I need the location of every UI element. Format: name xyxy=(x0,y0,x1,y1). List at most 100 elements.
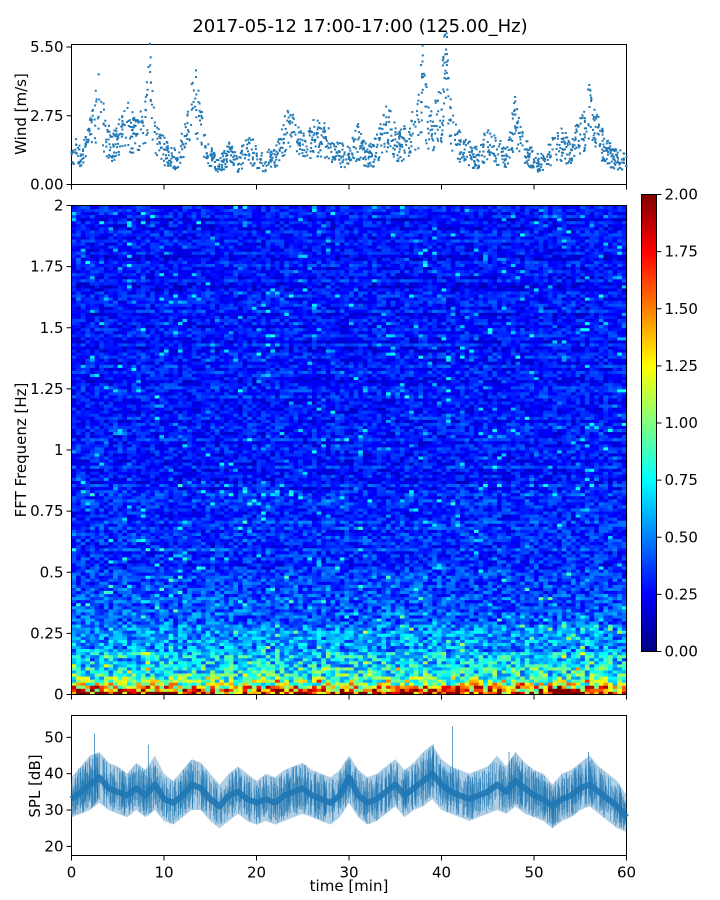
heatmap-cell xyxy=(136,660,142,665)
heatmap-cell xyxy=(515,645,521,650)
heatmap-cell xyxy=(265,611,271,616)
heatmap-cell xyxy=(321,608,327,613)
heatmap-cell xyxy=(173,660,179,665)
heatmap-cell xyxy=(233,645,239,650)
heatmap-cell xyxy=(492,666,498,671)
wind-point xyxy=(223,168,226,171)
heatmap-cell xyxy=(205,654,211,659)
heatmap-cell xyxy=(612,660,618,665)
wind-point xyxy=(393,148,396,151)
heatmap-cell xyxy=(450,673,456,677)
heatmap-cell xyxy=(617,621,623,625)
heatmap-cell xyxy=(80,670,86,674)
wind-point xyxy=(494,139,497,142)
heatmap-cell xyxy=(492,691,498,695)
heatmap-cell xyxy=(76,615,82,619)
heatmap-cell xyxy=(353,627,359,631)
wind-point xyxy=(613,162,616,165)
wind-point xyxy=(94,141,97,144)
heatmap-cell xyxy=(103,657,110,662)
heatmap-cell xyxy=(349,624,355,628)
wind-point xyxy=(310,146,313,149)
heatmap-cell xyxy=(224,666,230,671)
heatmap-cell xyxy=(580,611,586,616)
heatmap-cell xyxy=(164,608,170,613)
heatmap-cell xyxy=(275,673,281,677)
wind-point xyxy=(482,143,485,146)
heatmap-cell xyxy=(187,642,193,646)
wind-point xyxy=(399,135,402,138)
heatmap-cell xyxy=(566,648,572,653)
heatmap-cell xyxy=(113,627,119,631)
heatmap-cell xyxy=(557,636,563,640)
heatmap-cell xyxy=(455,666,461,671)
heatmap-cell xyxy=(515,630,521,634)
heatmap-cell xyxy=(261,654,267,659)
wind-point xyxy=(372,160,375,163)
heatmap-cell xyxy=(150,621,156,625)
heatmap-cell xyxy=(196,611,202,616)
heatmap-cell xyxy=(182,621,188,625)
wind-point xyxy=(363,140,366,143)
heatmap-cell xyxy=(293,611,299,616)
heatmap-cell xyxy=(224,676,230,680)
heatmap-cell xyxy=(575,624,581,628)
heatmap-cell xyxy=(256,630,262,634)
heatmap-cell xyxy=(261,648,267,653)
heatmap-cell xyxy=(90,630,96,634)
heatmap-cell xyxy=(543,666,549,671)
heatmap-cell xyxy=(219,682,225,686)
wind-point xyxy=(394,131,397,134)
heatmap-cell xyxy=(464,615,470,619)
wind-point xyxy=(590,96,593,99)
wind-point xyxy=(421,44,424,47)
wind-point xyxy=(414,120,417,123)
heatmap-cell xyxy=(362,639,369,643)
heatmap-cell xyxy=(497,657,503,662)
heatmap-cell xyxy=(399,682,406,686)
heatmap-cell xyxy=(113,618,119,622)
wind-point xyxy=(398,150,401,153)
wind-point xyxy=(511,139,514,142)
wind-point xyxy=(515,121,518,124)
heatmap-cell xyxy=(71,611,77,616)
heatmap-cell xyxy=(321,654,327,659)
heatmap-cell xyxy=(279,654,285,659)
heatmap-cell xyxy=(224,654,230,659)
heatmap-cell xyxy=(598,673,604,677)
heatmap-cell xyxy=(464,639,470,643)
heatmap-cell xyxy=(404,682,410,686)
wind-point xyxy=(146,132,149,135)
heatmap-cell xyxy=(228,651,234,656)
wind-point xyxy=(230,154,233,157)
heatmap-cell xyxy=(423,688,429,692)
heatmap-cell xyxy=(427,618,433,622)
heatmap-cell xyxy=(103,633,110,637)
heatmap-cell xyxy=(547,663,554,668)
heatmap-cell xyxy=(589,657,595,662)
heatmap-cell xyxy=(71,624,77,628)
heatmap-cell xyxy=(450,639,456,643)
heatmap-cell xyxy=(469,663,475,668)
heatmap-cell xyxy=(302,666,308,671)
wind-point xyxy=(571,138,574,141)
heatmap-cell xyxy=(580,682,586,686)
heatmap-cell xyxy=(450,633,456,637)
heatmap-cell xyxy=(409,666,415,671)
wind-point xyxy=(569,143,572,146)
heatmap-cell xyxy=(349,639,355,643)
heatmap-cell xyxy=(608,657,614,662)
heatmap-cell xyxy=(552,642,558,646)
wind-point xyxy=(182,156,185,159)
wind-point xyxy=(276,153,279,156)
heatmap-cell xyxy=(256,642,262,646)
heatmap-cell xyxy=(349,651,355,656)
heatmap-cell xyxy=(571,682,577,686)
wind-point xyxy=(602,157,605,160)
heatmap-cell xyxy=(154,633,160,637)
wind-point xyxy=(353,157,356,160)
wind-point xyxy=(132,151,135,154)
wind-point xyxy=(255,153,258,156)
wind-point xyxy=(428,138,431,141)
heatmap-cell xyxy=(427,657,433,662)
